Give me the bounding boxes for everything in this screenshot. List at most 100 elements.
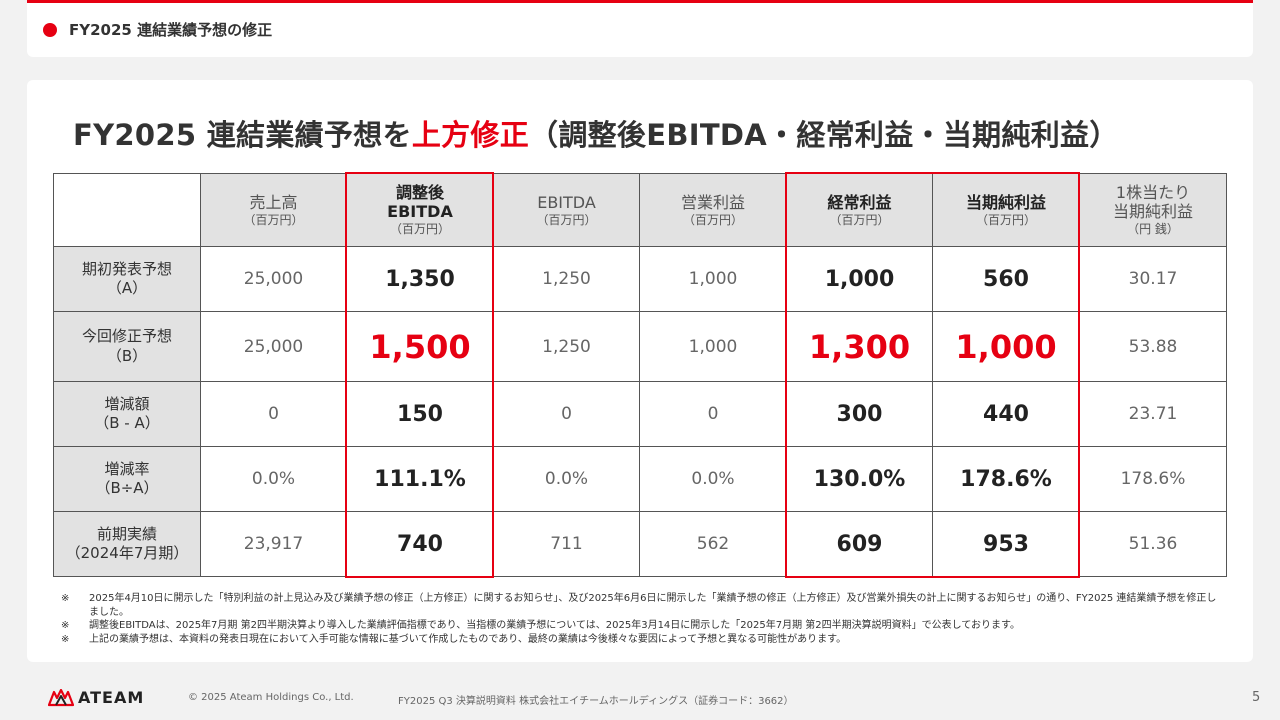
table-cell: 0 [639, 381, 787, 447]
row-sublabel: （B） [106, 346, 148, 365]
col-unit: （百万円） [389, 222, 450, 237]
col-unit: （百万円） [829, 212, 890, 227]
copyright-text: © 2025 Ateam Holdings Co., Ltd. [188, 692, 354, 703]
table-cell: 25,000 [200, 311, 347, 382]
table-cell: 1,000 [786, 246, 933, 312]
table-row-change-rate: 増減率 （B÷A） 0.0% 111.1% 0.0% 0.0% 130.0% 17… [53, 446, 1227, 512]
main-content-card: FY2025 連結業績予想を上方修正（調整後EBITDA・経常利益・当期純利益）… [27, 80, 1253, 662]
table-cell: 1,250 [493, 311, 640, 382]
col-label: 営業利益 [680, 192, 745, 212]
table-cell: 178.6% [932, 446, 1080, 512]
note-text: 2025年4月10日に開示した「特別利益の計上見込み及び業績予想の修正（上方修正… [89, 593, 1217, 618]
title-prefix: FY2025 連結業績予想を [73, 118, 412, 152]
col-unit: （百万円） [243, 212, 304, 227]
table-cell: 1,300 [786, 311, 933, 382]
footnote-item: ※ 2025年4月10日に開示した「特別利益の計上見込み及び業績予想の修正（上方修… [61, 592, 1221, 619]
row-sublabel: （A） [106, 279, 148, 297]
note-text: 調整後EBITDAは、2025年7月期 第2四半期決算より導入した業績評価指標で… [89, 620, 1021, 631]
table-cell: 0.0% [200, 446, 347, 512]
page-number: 5 [1252, 690, 1261, 705]
row-header: 今回修正予想 （B） [53, 311, 201, 382]
table-cell: 953 [932, 511, 1080, 577]
col-header-ordinary-profit: 経常利益 （百万円） [786, 173, 933, 247]
table-cell: 0.0% [639, 446, 787, 512]
forecast-table: 売上高 （百万円） 調整後 EBITDA （百万円） EBITDA （百万円） 営業利… [53, 173, 1227, 577]
table-cell: 440 [932, 381, 1080, 447]
table-cell: 23,917 [200, 511, 347, 577]
top-accent-rule [27, 0, 1253, 3]
col-label: 売上高 [249, 192, 298, 212]
footnotes: ※ 2025年4月10日に開示した「特別利益の計上見込み及び業績予想の修正（上方修… [61, 592, 1221, 646]
col-header-adj-ebitda: 調整後 EBITDA （百万円） [346, 173, 494, 247]
table-cell: 1,250 [493, 246, 640, 312]
note-mark: ※ [61, 633, 70, 645]
title-suffix: （調整後EBITDA・経常利益・当期純利益） [529, 118, 1119, 152]
table-cell: 130.0% [786, 446, 933, 512]
row-sublabel: （B - A） [94, 414, 160, 432]
col-unit: （百万円） [536, 212, 597, 227]
ateam-logo-icon [48, 688, 74, 706]
company-logo: ATEAM [48, 688, 144, 707]
row-header: 期初発表予想 （A） [53, 246, 201, 312]
table-row-change-amount: 増減額 （B - A） 0 150 0 0 300 440 23.71 [53, 381, 1227, 447]
table-cell: 178.6% [1079, 446, 1227, 512]
row-header: 増減額 （B - A） [53, 381, 201, 447]
logo-wordmark: ATEAM [78, 688, 145, 707]
table-cell: 51.36 [1079, 511, 1227, 577]
footnote-item: ※ 調整後EBITDAは、2025年7月期 第2四半期決算より導入した業績評価指標… [61, 619, 1221, 633]
col-unit: （円 銭） [1127, 222, 1179, 237]
col-header-operating-profit: 営業利益 （百万円） [639, 173, 787, 247]
row-label: 増減率 [104, 459, 150, 478]
table-row-revised-forecast: 今回修正予想 （B） 25,000 1,500 1,250 1,000 1,300… [53, 311, 1227, 382]
section-header: FY2025 連結業績予想の修正 [27, 3, 1253, 57]
footnote-item: ※ 上記の業績予想は、本資料の発表日現在において入手可能な情報に基づいて作成したも… [61, 633, 1221, 647]
col-label: 経常利益 [827, 192, 892, 212]
table-cell: 740 [346, 511, 494, 577]
table-cell: 0 [200, 381, 347, 447]
col-header-eps: 1株当たり 当期純利益 （円 銭） [1079, 173, 1227, 247]
table-cell: 560 [932, 246, 1080, 312]
bullet-dot-icon [43, 23, 57, 37]
document-info: FY2025 Q3 決算説明資料 株式会社エイチームホールディングス（証券コード… [398, 696, 794, 707]
section-title: FY2025 連結業績予想の修正 [69, 21, 273, 39]
col-header-sales: 売上高 （百万円） [200, 173, 347, 247]
col-label: 当期純利益 [965, 192, 1046, 212]
table-cell: 111.1% [346, 446, 494, 512]
row-header: 増減率 （B÷A） [53, 446, 201, 512]
table-cell: 1,000 [932, 311, 1080, 382]
table-header-row: 売上高 （百万円） 調整後 EBITDA （百万円） EBITDA （百万円） 営業利… [53, 173, 1227, 247]
table-cell: 1,000 [639, 246, 787, 312]
table-row-prior-actual: 前期実績 （2024年7月期） 23,917 740 711 562 609 95… [53, 511, 1227, 577]
row-sublabel: （2024年7月期） [65, 544, 189, 562]
row-label: 期初発表予想 [81, 259, 172, 278]
header-corner-cell [53, 173, 201, 247]
row-label: 増減額 [104, 394, 150, 413]
table-row-initial-forecast: 期初発表予想 （A） 25,000 1,350 1,250 1,000 1,000… [53, 246, 1227, 312]
col-label: 調整後 EBITDA [387, 183, 453, 222]
table-cell: 150 [346, 381, 494, 447]
col-label: EBITDA [537, 192, 596, 212]
table-cell: 30.17 [1079, 246, 1227, 312]
table-cell: 1,000 [639, 311, 787, 382]
table-cell: 300 [786, 381, 933, 447]
col-header-ebitda: EBITDA （百万円） [493, 173, 640, 247]
table-cell: 53.88 [1079, 311, 1227, 382]
table-cell: 562 [639, 511, 787, 577]
table-cell: 609 [786, 511, 933, 577]
col-label: 1株当たり 当期純利益 [1112, 183, 1193, 222]
note-mark: ※ [61, 593, 70, 604]
col-unit: （百万円） [682, 212, 743, 227]
table-cell: 25,000 [200, 246, 347, 312]
table-cell: 23.71 [1079, 381, 1227, 447]
row-label: 前期実績 [96, 524, 157, 543]
note-text: 上記の業績予想は、本資料の発表日現在において入手可能な情報に基づいて作成したもの… [89, 633, 847, 645]
row-header: 前期実績 （2024年7月期） [53, 511, 201, 577]
page-title: FY2025 連結業績予想を上方修正（調整後EBITDA・経常利益・当期純利益） [73, 112, 1119, 154]
row-label: 今回修正予想 [81, 327, 172, 345]
table-cell: 711 [493, 511, 640, 577]
col-header-net-income: 当期純利益 （百万円） [932, 173, 1080, 247]
table-cell: 1,500 [346, 311, 494, 382]
col-unit: （百万円） [975, 212, 1036, 227]
note-mark: ※ [61, 620, 70, 631]
table-cell: 0 [493, 381, 640, 447]
